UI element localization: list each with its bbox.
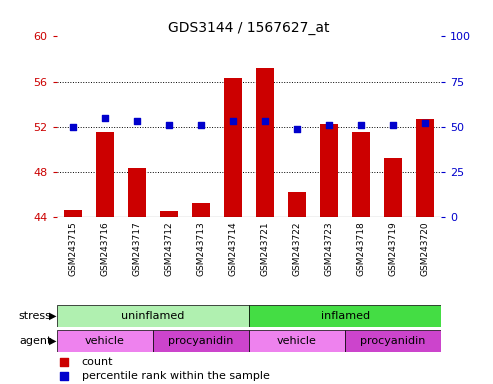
Bar xyxy=(417,119,434,217)
Bar xyxy=(160,211,177,217)
Text: GSM243718: GSM243718 xyxy=(356,221,366,276)
Text: GSM243719: GSM243719 xyxy=(388,221,398,276)
Bar xyxy=(192,204,210,217)
Text: percentile rank within the sample: percentile rank within the sample xyxy=(82,371,270,381)
Bar xyxy=(249,330,345,352)
Text: GSM243720: GSM243720 xyxy=(421,221,430,276)
Bar xyxy=(128,169,145,217)
Bar xyxy=(57,305,249,327)
Point xyxy=(197,122,205,128)
Text: GSM243721: GSM243721 xyxy=(260,221,270,276)
Point xyxy=(69,124,77,130)
Text: GSM243713: GSM243713 xyxy=(196,221,206,276)
Text: vehicle: vehicle xyxy=(85,336,125,346)
Text: uninflamed: uninflamed xyxy=(121,311,184,321)
Text: GSM243723: GSM243723 xyxy=(324,221,334,276)
Bar xyxy=(224,78,242,217)
Text: GSM243715: GSM243715 xyxy=(68,221,77,276)
Point xyxy=(293,126,301,132)
Text: GSM243722: GSM243722 xyxy=(292,221,302,276)
Text: ▶: ▶ xyxy=(49,336,56,346)
Bar xyxy=(153,330,249,352)
Text: procyanidin: procyanidin xyxy=(360,336,426,346)
Bar xyxy=(345,330,441,352)
Bar xyxy=(64,210,81,217)
Point xyxy=(133,118,141,124)
Text: procyanidin: procyanidin xyxy=(168,336,234,346)
Bar xyxy=(249,305,441,327)
Point xyxy=(357,122,365,128)
Bar xyxy=(96,132,113,217)
Text: vehicle: vehicle xyxy=(277,336,317,346)
Text: inflamed: inflamed xyxy=(320,311,370,321)
Bar xyxy=(385,158,402,217)
Point xyxy=(61,359,69,365)
Point xyxy=(101,115,108,121)
Text: GSM243717: GSM243717 xyxy=(132,221,141,276)
Bar xyxy=(256,68,274,217)
Text: ▶: ▶ xyxy=(49,311,56,321)
Point xyxy=(421,120,429,126)
Point xyxy=(389,122,397,128)
Text: GSM243712: GSM243712 xyxy=(164,221,174,276)
Point xyxy=(229,118,237,124)
Text: GSM243714: GSM243714 xyxy=(228,221,238,276)
Point xyxy=(261,118,269,124)
Title: GDS3144 / 1567627_at: GDS3144 / 1567627_at xyxy=(168,22,330,35)
Bar xyxy=(320,124,338,217)
Point xyxy=(325,122,333,128)
Bar xyxy=(352,132,370,217)
Bar xyxy=(288,192,306,217)
Text: count: count xyxy=(82,357,113,367)
Text: GSM243716: GSM243716 xyxy=(100,221,109,276)
Bar xyxy=(57,330,153,352)
Point xyxy=(61,373,69,379)
Text: agent: agent xyxy=(19,336,52,346)
Text: stress: stress xyxy=(19,311,52,321)
Point xyxy=(165,122,173,128)
